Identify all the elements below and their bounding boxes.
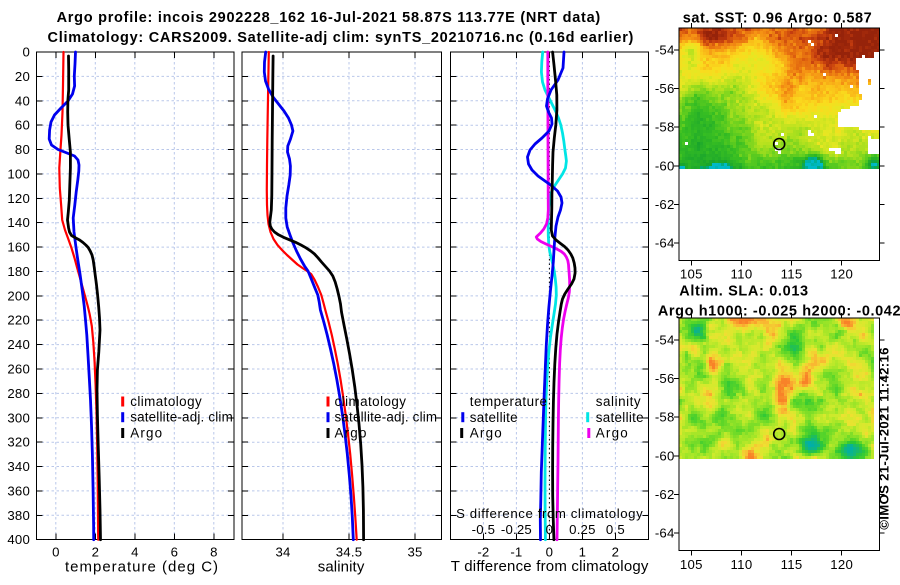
svg-text:satellite: satellite bbox=[470, 410, 518, 425]
svg-text:climatology: climatology bbox=[335, 394, 407, 409]
svg-text:0: 0 bbox=[546, 522, 554, 537]
svg-text:Argo: Argo bbox=[130, 425, 163, 440]
svg-text:0.5: 0.5 bbox=[606, 522, 625, 537]
svg-text:Argo: Argo bbox=[335, 425, 368, 440]
svg-text:-0.25: -0.25 bbox=[501, 522, 532, 537]
svg-text:S difference from climatology: S difference from climatology bbox=[456, 506, 643, 521]
svg-text:satellite: satellite bbox=[596, 410, 644, 425]
svg-text:salinity: salinity bbox=[596, 394, 641, 409]
svg-text:climatology: climatology bbox=[130, 394, 202, 409]
svg-text:satellite-adj. clim: satellite-adj. clim bbox=[130, 410, 233, 425]
svg-text:Argo: Argo bbox=[470, 425, 503, 440]
svg-text:0.25: 0.25 bbox=[569, 522, 595, 537]
svg-text:satellite-adj. clim: satellite-adj. clim bbox=[335, 410, 438, 425]
svg-text:Argo: Argo bbox=[596, 425, 629, 440]
svg-text:temperature: temperature bbox=[470, 394, 548, 409]
svg-text:-0.5: -0.5 bbox=[472, 522, 496, 537]
